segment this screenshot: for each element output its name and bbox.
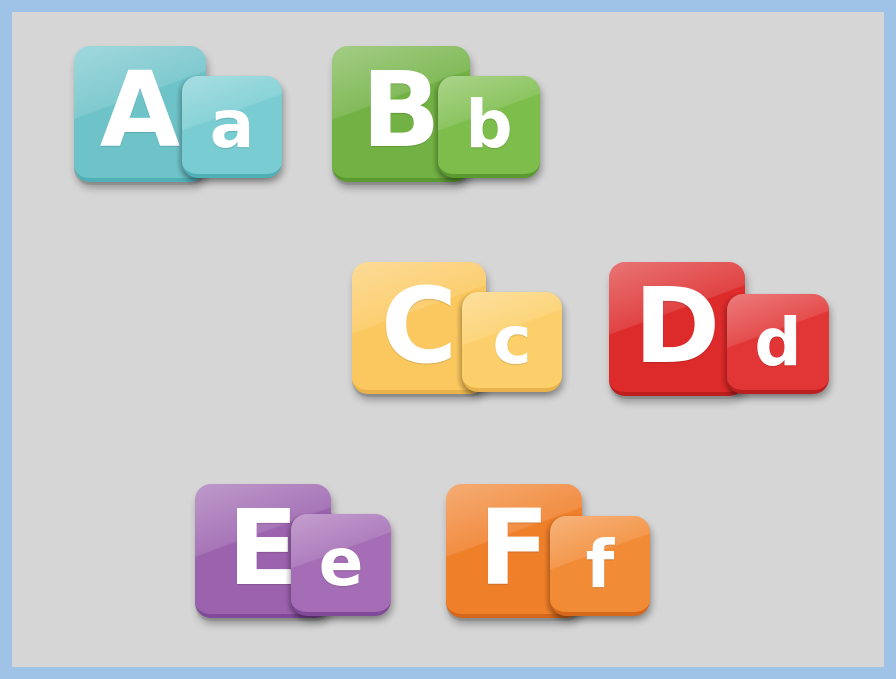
lowercase-letter: a: [209, 86, 255, 163]
uppercase-letter: D: [633, 265, 721, 387]
letter-tile-group-f[interactable]: F f: [446, 484, 666, 634]
lowercase-letter: b: [465, 86, 513, 163]
lowercase-c-tile[interactable]: c: [462, 292, 562, 392]
lowercase-b-tile[interactable]: b: [438, 76, 540, 178]
letter-tile-group-d[interactable]: D d: [609, 262, 829, 412]
lowercase-letter: f: [585, 526, 615, 603]
lowercase-letter: d: [754, 304, 802, 381]
uppercase-letter: E: [227, 487, 299, 609]
uppercase-letter: C: [380, 265, 458, 387]
lowercase-letter: e: [318, 524, 364, 601]
letter-tile-group-a[interactable]: A a: [74, 46, 294, 196]
lowercase-d-tile[interactable]: d: [727, 294, 829, 394]
lowercase-f-tile[interactable]: f: [550, 516, 650, 616]
uppercase-letter: F: [478, 487, 550, 609]
letter-tile-group-e[interactable]: E e: [195, 484, 415, 634]
lowercase-letter: c: [492, 302, 532, 379]
uppercase-letter: A: [99, 49, 181, 171]
lowercase-e-tile[interactable]: e: [291, 514, 391, 616]
uppercase-d-tile[interactable]: D: [609, 262, 745, 396]
lowercase-a-tile[interactable]: a: [182, 76, 282, 178]
letter-tile-group-c[interactable]: C c: [352, 262, 572, 412]
uppercase-letter: B: [361, 49, 441, 171]
letter-tile-group-b[interactable]: B b: [332, 46, 552, 196]
